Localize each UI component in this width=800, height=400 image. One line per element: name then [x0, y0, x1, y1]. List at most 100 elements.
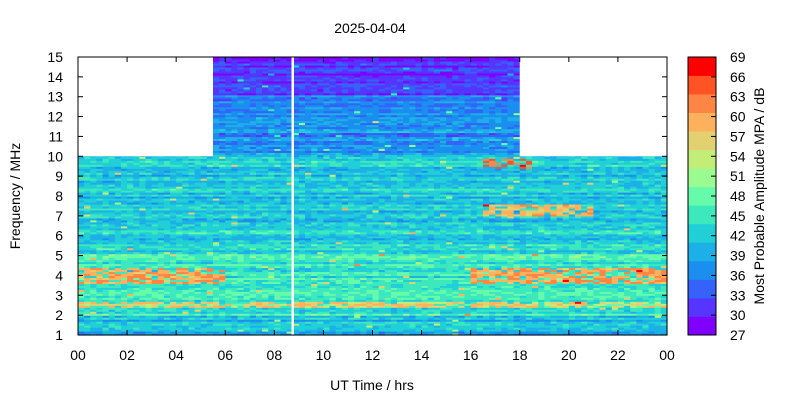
heatmap-cell: [660, 295, 668, 298]
heatmap-cell: [280, 331, 288, 334]
heatmap-cell: [642, 289, 650, 292]
heatmap-cell: [108, 245, 116, 249]
heatmap-cell: [84, 241, 91, 245]
heatmap-cell: [464, 267, 472, 271]
heatmap-cell: [433, 309, 441, 312]
heatmap-cell: [78, 295, 85, 298]
heatmap-cell: [519, 263, 527, 267]
heatmap-cell: [90, 245, 98, 249]
heatmap-cell: [329, 255, 337, 259]
heatmap-cell: [611, 231, 619, 235]
heatmap-cell: [268, 253, 275, 257]
heatmap-cell: [90, 277, 98, 280]
heatmap-cell: [280, 271, 288, 275]
heatmap-cell: [96, 233, 104, 237]
heatmap-cell: [341, 289, 349, 292]
heatmap-cell: [78, 311, 85, 314]
heatmap-cell: [219, 257, 226, 261]
heatmap-cell: [305, 249, 312, 253]
heatmap-cell: [231, 255, 239, 259]
heatmap-cell: [170, 255, 177, 259]
heatmap-cell: [593, 319, 601, 322]
heatmap-cell: [354, 233, 361, 237]
heatmap-cell: [562, 305, 570, 308]
heatmap-cell: [84, 243, 91, 247]
heatmap-cell: [170, 297, 177, 300]
heatmap-cell: [127, 237, 134, 241]
heatmap-cell: [354, 271, 361, 275]
heatmap-cell: [489, 289, 496, 292]
heatmap-cell: [532, 259, 539, 263]
heatmap-cell: [298, 269, 306, 273]
heatmap-cell: [568, 249, 576, 253]
heatmap-cell: [114, 233, 122, 237]
heatmap-cell: [513, 231, 521, 235]
heatmap-cell: [163, 293, 171, 296]
heatmap-cell: [452, 273, 459, 277]
heatmap-cell: [482, 315, 490, 318]
heatmap-cell: [378, 237, 386, 241]
heatmap-cell: [182, 247, 190, 251]
heatmap-cell: [206, 247, 214, 251]
heatmap-cell: [360, 237, 367, 241]
heatmap-cell: [84, 259, 91, 263]
heatmap-cell: [507, 283, 515, 286]
heatmap-cell: [78, 329, 85, 332]
heatmap-cell: [182, 265, 190, 269]
heatmap-cell: [439, 281, 447, 284]
heatmap-cell: [544, 285, 552, 288]
heatmap-cell: [390, 265, 398, 269]
chart-title: 2025-04-04: [334, 20, 406, 36]
heatmap-cell: [648, 303, 656, 306]
heatmap-cell: [102, 307, 110, 310]
heatmap-cell: [305, 251, 312, 255]
heatmap-cell: [562, 327, 570, 330]
heatmap-cell: [200, 247, 208, 251]
heatmap-cell: [544, 299, 552, 302]
heatmap-cell: [421, 285, 429, 288]
heatmap-cell: [427, 235, 435, 239]
heatmap-cell: [317, 259, 325, 263]
heatmap-cell: [90, 259, 98, 263]
heatmap-cell: [452, 309, 459, 312]
heatmap-cell: [568, 301, 576, 304]
heatmap-cell: [593, 283, 601, 286]
heatmap-cell: [194, 299, 202, 302]
heatmap-cell: [574, 319, 582, 322]
heatmap-cell: [452, 237, 459, 241]
heatmap-cell: [311, 329, 318, 332]
heatmap-cell: [390, 259, 398, 263]
heatmap-cell: [409, 245, 417, 249]
heatmap-cell: [568, 315, 576, 318]
heatmap-cell: [538, 255, 545, 259]
heatmap-cell: [446, 263, 453, 267]
heatmap-cell: [90, 323, 98, 326]
heatmap-cell: [286, 317, 294, 320]
heatmap-cell: [354, 283, 361, 286]
heatmap-cell: [280, 291, 288, 294]
heatmap-cell: [170, 285, 177, 288]
heatmap-cell: [120, 303, 128, 306]
heatmap-cell: [642, 243, 650, 247]
heatmap-cell: [157, 299, 165, 302]
heatmap-cell: [532, 241, 539, 245]
heatmap-cell: [96, 309, 104, 312]
heatmap-cell: [249, 331, 257, 334]
heatmap-cell: [642, 253, 650, 257]
heatmap-cell: [403, 283, 410, 286]
heatmap-cell: [231, 277, 239, 280]
heatmap-cell: [151, 297, 159, 300]
heatmap-cell: [611, 233, 619, 237]
heatmap-cell: [145, 297, 153, 300]
heatmap-cell: [96, 243, 104, 247]
heatmap-cell: [378, 333, 386, 336]
heatmap-cell: [219, 263, 226, 267]
heatmap-cell: [611, 305, 619, 308]
heatmap-cell: [660, 271, 668, 275]
heatmap-cell: [243, 323, 251, 326]
heatmap-cell: [495, 293, 502, 296]
heatmap-cell: [188, 255, 196, 259]
heatmap-cell: [206, 233, 214, 237]
heatmap-cell: [568, 251, 576, 255]
heatmap-cell: [249, 257, 257, 261]
